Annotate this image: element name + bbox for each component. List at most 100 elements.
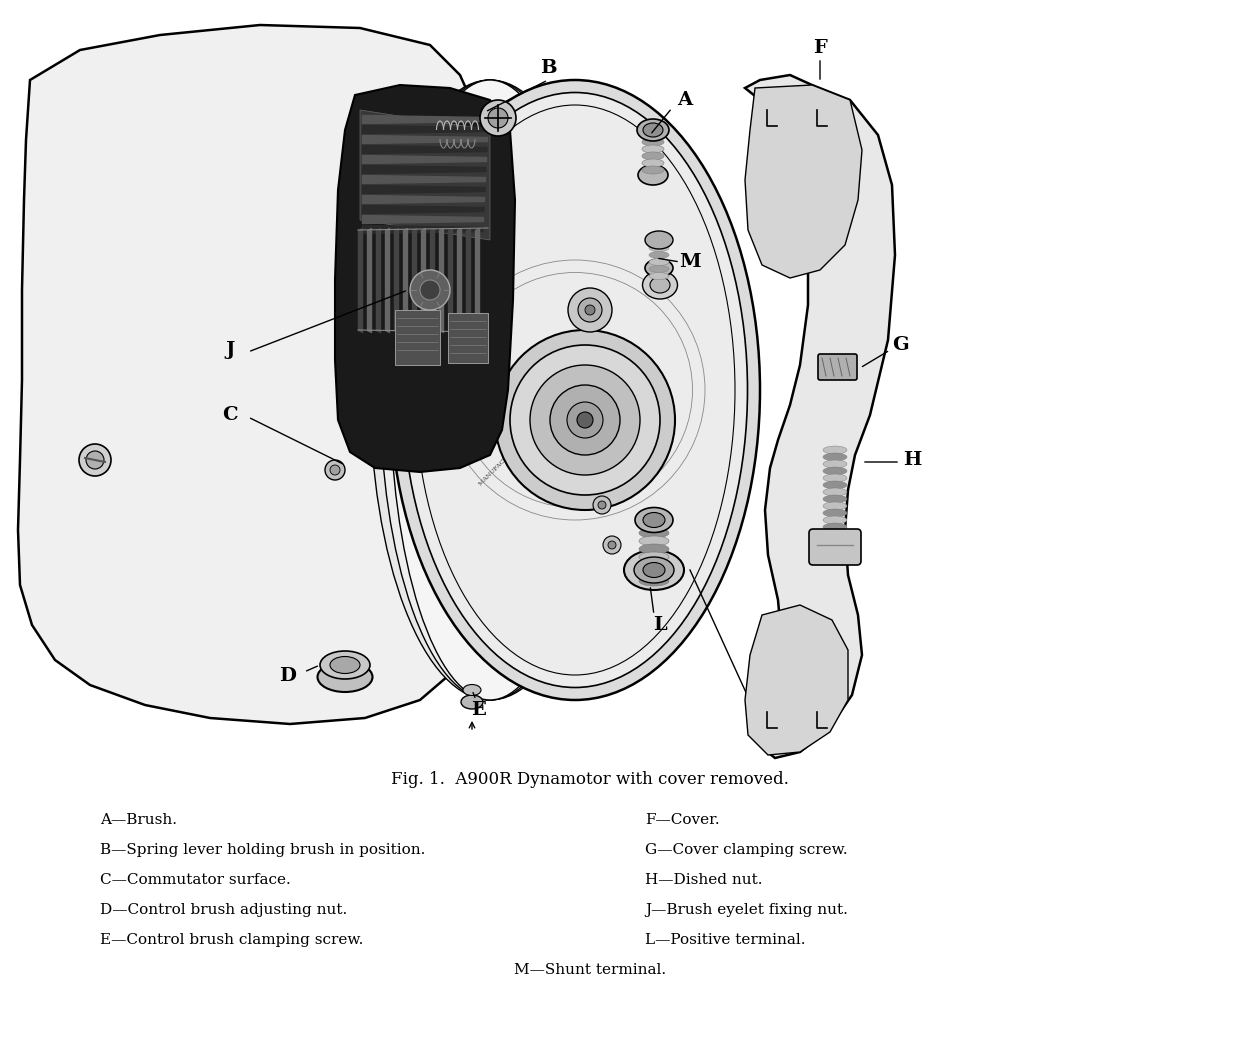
FancyBboxPatch shape — [809, 529, 861, 565]
Ellipse shape — [463, 684, 482, 695]
Ellipse shape — [635, 557, 673, 583]
Ellipse shape — [642, 271, 677, 299]
Text: M—Shunt terminal.: M—Shunt terminal. — [514, 963, 666, 977]
Text: G: G — [892, 336, 908, 354]
Ellipse shape — [640, 536, 668, 546]
Ellipse shape — [461, 695, 483, 709]
Ellipse shape — [380, 80, 599, 700]
Text: M: M — [680, 253, 701, 271]
Ellipse shape — [823, 523, 846, 531]
Ellipse shape — [650, 251, 668, 258]
Polygon shape — [360, 110, 490, 240]
Circle shape — [330, 465, 340, 475]
Text: E—Control brush clamping screw.: E—Control brush clamping screw. — [100, 933, 364, 947]
Circle shape — [530, 365, 640, 475]
Circle shape — [488, 108, 508, 128]
Text: A—Brush.: A—Brush. — [100, 813, 177, 827]
Ellipse shape — [823, 502, 846, 510]
Ellipse shape — [390, 80, 760, 700]
Ellipse shape — [640, 528, 668, 538]
Ellipse shape — [823, 467, 846, 475]
Ellipse shape — [823, 488, 846, 496]
Ellipse shape — [640, 568, 668, 578]
Ellipse shape — [643, 513, 665, 527]
Text: J: J — [226, 342, 234, 359]
Ellipse shape — [650, 258, 668, 266]
Text: A: A — [677, 91, 692, 109]
Ellipse shape — [640, 559, 668, 570]
Ellipse shape — [640, 520, 668, 530]
Circle shape — [420, 280, 440, 300]
Ellipse shape — [823, 516, 846, 524]
Text: BIRMINGHAM ENGLAND: BIRMINGHAM ENGLAND — [469, 357, 482, 440]
Circle shape — [577, 412, 593, 428]
Text: C—Commutator surface.: C—Commutator surface. — [100, 873, 291, 887]
Text: B: B — [539, 59, 557, 77]
Ellipse shape — [370, 80, 609, 700]
Ellipse shape — [823, 495, 846, 503]
Circle shape — [603, 536, 621, 554]
Circle shape — [586, 305, 594, 315]
Ellipse shape — [642, 159, 665, 167]
Ellipse shape — [637, 119, 668, 141]
Circle shape — [480, 100, 515, 136]
Ellipse shape — [640, 576, 668, 586]
Ellipse shape — [823, 446, 846, 454]
Text: L: L — [653, 616, 667, 634]
Circle shape — [598, 501, 606, 509]
Text: H—Dished nut.: H—Dished nut. — [645, 873, 762, 887]
Text: F: F — [813, 39, 826, 57]
Text: E: E — [470, 701, 485, 719]
Ellipse shape — [642, 131, 665, 139]
Ellipse shape — [823, 460, 846, 468]
Ellipse shape — [317, 662, 372, 692]
Ellipse shape — [640, 552, 668, 562]
Polygon shape — [18, 25, 495, 723]
Polygon shape — [745, 85, 861, 278]
Ellipse shape — [640, 544, 668, 554]
Ellipse shape — [650, 266, 668, 273]
Text: D: D — [280, 667, 296, 685]
Circle shape — [593, 496, 611, 514]
Ellipse shape — [635, 508, 673, 532]
Text: JOSEPH LUCAS LTD: JOSEPH LUCAS LTD — [468, 402, 500, 463]
Text: D—Control brush adjusting nut.: D—Control brush adjusting nut. — [100, 903, 347, 917]
Ellipse shape — [320, 651, 370, 679]
Circle shape — [567, 402, 603, 438]
Text: L—Positive terminal.: L—Positive terminal. — [645, 933, 805, 947]
Circle shape — [87, 450, 104, 469]
Ellipse shape — [642, 145, 665, 153]
Ellipse shape — [650, 245, 668, 251]
FancyBboxPatch shape — [818, 354, 856, 380]
Ellipse shape — [642, 138, 665, 146]
Circle shape — [510, 345, 660, 495]
Ellipse shape — [643, 563, 665, 577]
Ellipse shape — [650, 273, 668, 279]
Text: MANUFACTURED BY: MANUFACTURED BY — [478, 435, 530, 487]
Ellipse shape — [330, 656, 360, 674]
Circle shape — [325, 460, 345, 480]
Circle shape — [495, 330, 675, 510]
Ellipse shape — [650, 277, 670, 293]
Polygon shape — [745, 75, 895, 758]
Ellipse shape — [390, 80, 589, 700]
Ellipse shape — [624, 550, 683, 590]
Text: B—Spring lever holding brush in position.: B—Spring lever holding brush in position… — [100, 843, 425, 857]
Circle shape — [79, 444, 112, 476]
Ellipse shape — [823, 481, 846, 489]
Circle shape — [410, 270, 450, 310]
Text: G—Cover clamping screw.: G—Cover clamping screw. — [645, 843, 848, 857]
Ellipse shape — [823, 509, 846, 517]
Text: J—Brush eyelet fixing nut.: J—Brush eyelet fixing nut. — [645, 903, 848, 917]
Ellipse shape — [642, 166, 665, 174]
Ellipse shape — [823, 474, 846, 482]
Circle shape — [568, 288, 612, 332]
Circle shape — [551, 385, 619, 455]
FancyBboxPatch shape — [448, 313, 488, 363]
Ellipse shape — [642, 152, 665, 160]
Circle shape — [608, 541, 616, 549]
Ellipse shape — [643, 122, 663, 137]
Ellipse shape — [645, 260, 673, 277]
Text: F—Cover.: F—Cover. — [645, 813, 720, 827]
Text: C: C — [222, 406, 238, 424]
